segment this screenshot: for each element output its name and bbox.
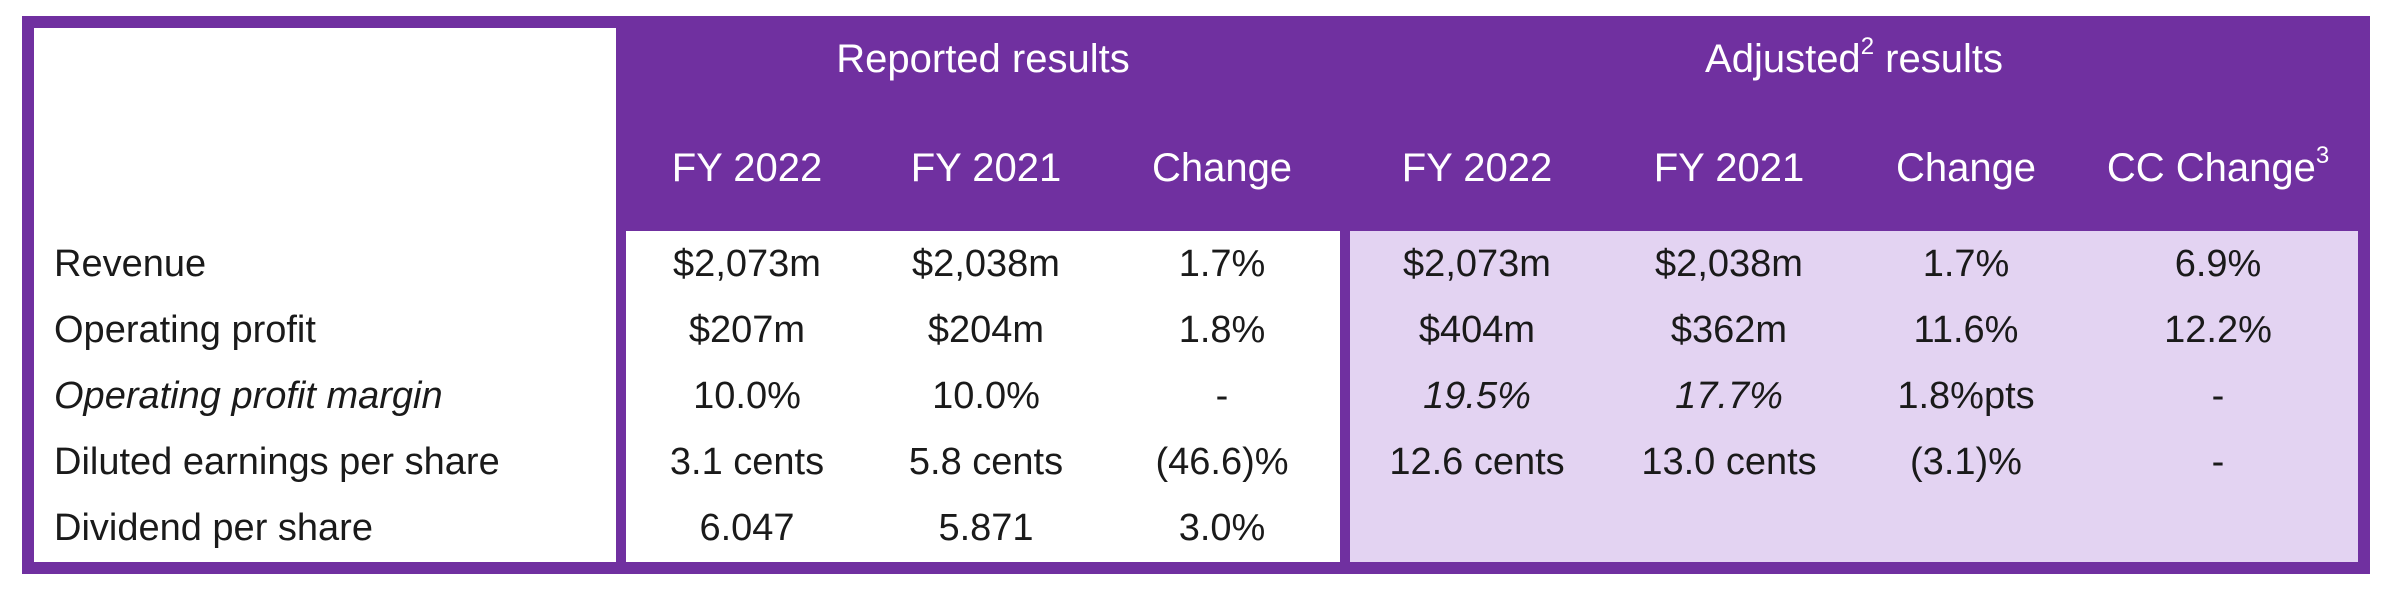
cell-reported-fy2021: 10.0% bbox=[932, 375, 1040, 417]
cell-adjusted-change: 11.6% bbox=[1913, 309, 2019, 351]
cell-reported-fy2022: 10.0% bbox=[693, 375, 801, 417]
cell-adjusted-change bbox=[1854, 495, 2078, 561]
cell-adjusted-fy2021: 17.7% bbox=[1675, 375, 1783, 417]
table-row-operating-profit-margin: Operating profit margin 10.0% 10.0% - 19… bbox=[22, 363, 2370, 429]
reported-results-body bbox=[626, 231, 1340, 562]
cc-change-footnote-marker: 3 bbox=[2315, 141, 2330, 169]
cell-reported-fy2022: 3.1 cents bbox=[669, 441, 825, 483]
cell-adjusted-fy2022: $404m bbox=[1418, 309, 1536, 351]
cell-adjusted-fy2021 bbox=[1604, 495, 1854, 561]
col-header-adjusted-fy2021: FY 2021 bbox=[1653, 146, 1805, 190]
table-row-revenue: Revenue $2,073m $2,038m 1.7% $2,073m $2,… bbox=[22, 231, 2370, 297]
col-header-adjusted-fy2022: FY 2022 bbox=[1401, 146, 1553, 190]
cell-adjusted-fy2021: $362m bbox=[1670, 309, 1788, 351]
cell-adjusted-fy2022 bbox=[1350, 495, 1604, 561]
cc-change-text: CC Change bbox=[2106, 146, 2316, 190]
cell-adjusted-change: (3.1)% bbox=[1910, 441, 2022, 483]
row-label: Revenue bbox=[54, 243, 207, 285]
table-row-operating-profit: Operating profit $207m $204m 1.8% $404m … bbox=[22, 297, 2370, 363]
col-header-reported-fy2021: FY 2021 bbox=[910, 146, 1062, 190]
cell-adjusted-change: 1.8%pts bbox=[1897, 375, 2035, 417]
cell-adjusted-fy2021: $2,038m bbox=[1655, 243, 1803, 285]
cell-adjusted-fy2021: 13.0 cents bbox=[1641, 441, 1817, 483]
cell-reported-fy2022: $207m bbox=[688, 309, 806, 351]
reported-results-title: Reported results bbox=[626, 30, 1340, 88]
row-label: Dividend per share bbox=[54, 507, 373, 549]
cell-reported-fy2021: 5.871 bbox=[938, 507, 1034, 549]
row-label: Diluted earnings per share bbox=[54, 441, 500, 483]
table-corner-blank bbox=[34, 28, 616, 562]
cell-reported-change: 1.7% bbox=[1178, 243, 1266, 285]
cell-cc-change: - bbox=[2211, 375, 2225, 417]
cell-cc-change: 6.9% bbox=[2174, 243, 2262, 285]
adjusted-footnote-marker: 2 bbox=[1860, 32, 1875, 60]
cell-reported-change: (46.6)% bbox=[1155, 441, 1289, 483]
cell-cc-change: - bbox=[2211, 441, 2225, 483]
cell-cc-change bbox=[2078, 495, 2358, 561]
table-row-diluted-eps: Diluted earnings per share 3.1 cents 5.8… bbox=[22, 429, 2370, 495]
cell-reported-change: - bbox=[1215, 375, 1229, 417]
row-label: Operating profit bbox=[54, 309, 316, 351]
col-header-adjusted-change: Change bbox=[1895, 146, 2037, 190]
cell-reported-change: 3.0% bbox=[1178, 507, 1266, 549]
cell-reported-fy2022: $2,073m bbox=[673, 243, 821, 285]
cell-reported-fy2021: $2,038m bbox=[912, 243, 1060, 285]
table-row-dividend-per-share: Dividend per share 6.047 5.871 3.0% bbox=[22, 495, 2370, 561]
row-label: Operating profit margin bbox=[54, 375, 443, 417]
reported-results-title-text: Reported results bbox=[836, 37, 1130, 81]
cell-adjusted-change: 1.7% bbox=[1922, 243, 2010, 285]
cell-cc-change: 12.2% bbox=[2164, 309, 2272, 351]
cell-reported-fy2022: 6.047 bbox=[699, 507, 795, 549]
col-header-reported-change: Change bbox=[1151, 146, 1293, 190]
cell-reported-change: 1.8% bbox=[1178, 309, 1266, 351]
col-header-cc-change: CC Change3 bbox=[2078, 138, 2358, 198]
adjusted-title-text: Adjusted bbox=[1705, 37, 1861, 81]
adjusted-results-body bbox=[1350, 231, 2358, 562]
col-header-reported-fy2022: FY 2022 bbox=[671, 146, 823, 190]
cell-adjusted-fy2022: 19.5% bbox=[1423, 375, 1531, 417]
adjusted-title-suffix: results bbox=[1874, 37, 2003, 81]
cell-reported-fy2021: $204m bbox=[927, 309, 1045, 351]
cell-adjusted-fy2022: 12.6 cents bbox=[1389, 441, 1565, 483]
cell-adjusted-fy2022: $2,073m bbox=[1403, 243, 1551, 285]
cell-reported-fy2021: 5.8 cents bbox=[908, 441, 1064, 483]
adjusted-results-title: Adjusted2 results bbox=[1350, 30, 2358, 88]
results-table: Reported results Adjusted2 results FY 20… bbox=[22, 16, 2370, 574]
